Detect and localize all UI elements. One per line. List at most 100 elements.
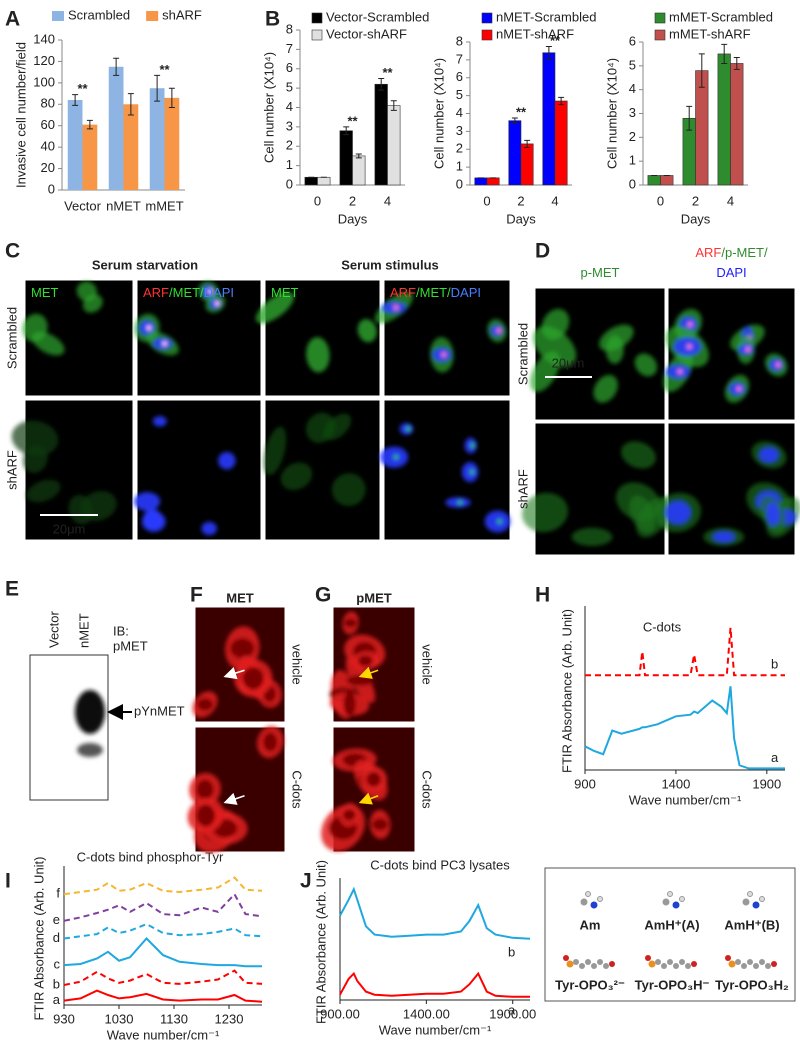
structure-label: AmH⁺(B) bbox=[724, 917, 779, 932]
cytoplasm bbox=[533, 326, 577, 368]
x-axis-label: Wave number/cm⁻¹ bbox=[629, 792, 742, 807]
cytoplasm bbox=[571, 527, 613, 547]
atom bbox=[725, 955, 731, 961]
error-bar bbox=[558, 96, 565, 106]
bar bbox=[164, 97, 180, 190]
y-tick-label: 5 bbox=[286, 80, 293, 95]
atom bbox=[673, 963, 679, 969]
x-tick-label: 0 bbox=[314, 193, 321, 208]
nucleus bbox=[372, 818, 389, 831]
channel-token: DAPI bbox=[451, 285, 481, 300]
error-bar bbox=[511, 117, 518, 124]
nucleus bbox=[133, 492, 161, 511]
structure-label: Am bbox=[580, 917, 601, 932]
row-label: shARF bbox=[4, 450, 19, 490]
y-tick-label: 6 bbox=[456, 69, 463, 84]
nucleus bbox=[366, 771, 381, 787]
atom bbox=[667, 891, 673, 897]
cells bbox=[134, 281, 226, 356]
legend-swatch bbox=[654, 29, 666, 41]
x-tick-label: 1400 bbox=[661, 776, 690, 791]
cells bbox=[522, 441, 671, 547]
cytoplasm bbox=[331, 473, 366, 507]
atom bbox=[741, 963, 747, 969]
trace-label: d bbox=[53, 930, 60, 945]
error-bar bbox=[733, 56, 740, 70]
nucleus bbox=[346, 675, 375, 686]
atom bbox=[691, 961, 697, 967]
atom bbox=[765, 963, 771, 969]
atom bbox=[679, 959, 685, 965]
error-bar bbox=[545, 45, 552, 60]
band-label: pYnMET bbox=[134, 703, 185, 718]
trace-label: a bbox=[508, 1002, 516, 1017]
channel-token: ARF bbox=[695, 245, 721, 260]
panel-label: I bbox=[5, 870, 11, 893]
error-bar bbox=[390, 100, 397, 111]
blot-bands bbox=[75, 690, 105, 757]
channel-label: DAPI bbox=[716, 265, 746, 280]
y-tick-label: 80 bbox=[41, 96, 55, 111]
nucleolus bbox=[207, 288, 213, 294]
error-bar bbox=[154, 74, 161, 102]
cells bbox=[187, 726, 284, 853]
cytoplasm bbox=[255, 291, 295, 324]
band bbox=[77, 743, 103, 757]
cytoplasm bbox=[629, 495, 656, 533]
legend-label: shARF bbox=[162, 7, 202, 22]
bar bbox=[542, 52, 556, 186]
structure-label: Tyr-OPO₃²⁻ bbox=[555, 977, 625, 992]
bar bbox=[508, 120, 522, 186]
significance-mark: ** bbox=[382, 65, 393, 80]
cells bbox=[329, 611, 386, 719]
nucleolus bbox=[686, 344, 692, 350]
bar bbox=[123, 104, 139, 190]
y-tick-label: 3 bbox=[286, 118, 293, 133]
y-tick-label: 8 bbox=[456, 33, 463, 48]
y-tick-label: 1 bbox=[286, 157, 293, 172]
channel-token: MET bbox=[271, 285, 299, 300]
nucleus bbox=[712, 531, 736, 543]
atom bbox=[672, 901, 680, 909]
column-header: Serum stimulus bbox=[341, 257, 439, 272]
cytoplasm bbox=[306, 337, 330, 373]
structure-label: AmH⁺(A) bbox=[644, 917, 699, 932]
y-tick-label: 6 bbox=[629, 33, 636, 48]
channel-label: MET bbox=[271, 285, 299, 300]
row-label: vehicle bbox=[290, 644, 305, 684]
y-axis-label: Cell number (X10⁴) bbox=[261, 52, 276, 163]
nucleus bbox=[152, 416, 167, 427]
channel-token: DAPI bbox=[204, 285, 234, 300]
panel-label: D bbox=[535, 240, 550, 263]
atom bbox=[603, 963, 609, 969]
x-tick-label: 2 bbox=[517, 193, 524, 208]
spectrum-line bbox=[63, 937, 262, 968]
arrow bbox=[223, 792, 245, 805]
y-tick-label: 1 bbox=[629, 153, 636, 168]
cytoplasm bbox=[522, 492, 568, 533]
nucleolus bbox=[457, 499, 463, 505]
bar bbox=[554, 100, 568, 186]
cells bbox=[374, 291, 507, 373]
legend-swatch bbox=[311, 12, 323, 24]
y-tick-label: 3 bbox=[629, 105, 636, 120]
nucleolus bbox=[441, 352, 447, 358]
nucleolus bbox=[470, 443, 476, 449]
nucleus bbox=[218, 451, 236, 470]
probe-label: pMET bbox=[113, 638, 148, 653]
atom bbox=[579, 963, 585, 969]
error-bar bbox=[113, 57, 120, 76]
nucleus bbox=[196, 804, 216, 827]
legend-swatch bbox=[146, 11, 159, 21]
nucleolus bbox=[687, 321, 693, 327]
spectrum-line bbox=[63, 892, 263, 922]
x-tick-label: 900 bbox=[574, 776, 596, 791]
x-tick-label: mMET bbox=[145, 198, 183, 213]
nucleolus bbox=[745, 347, 751, 353]
y-tick-label: 4 bbox=[629, 81, 636, 96]
cytoplasm bbox=[22, 445, 48, 474]
atom bbox=[580, 898, 588, 906]
probe-label: IB: bbox=[113, 623, 129, 638]
